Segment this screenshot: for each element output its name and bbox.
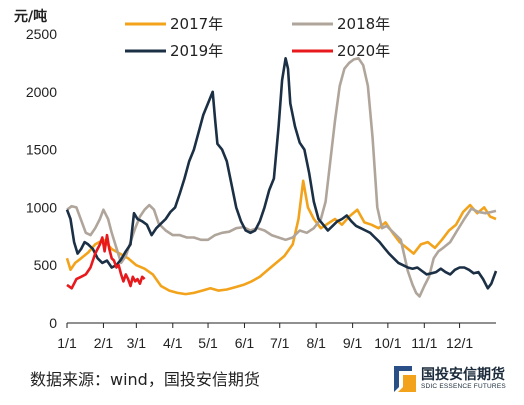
logo-name-cn: 国投安信期货 bbox=[421, 367, 505, 383]
x-tick-label: 11/1 bbox=[411, 335, 437, 351]
series-line-1 bbox=[65, 179, 497, 296]
series-line-3 bbox=[65, 56, 498, 290]
y-tick-label: 1500 bbox=[26, 142, 57, 158]
series-line-2 bbox=[66, 56, 497, 298]
series-lines bbox=[65, 56, 498, 298]
legend-label-2: 2018年 bbox=[337, 15, 390, 33]
y-unit-label: 元/吨 bbox=[14, 8, 47, 25]
x-tick-label: 8/1 bbox=[306, 335, 326, 351]
company-logo: 国投安信期货 SDIC ESSENCE FUTURES bbox=[394, 364, 516, 396]
source-note: 数据来源：wind，国投安信期货 bbox=[30, 370, 260, 389]
line-chart: 元/吨 0 500 1000 1500 2000 2500 1/1 2/1 3/1 4/1 5/1… bbox=[14, 8, 498, 351]
y-tick-label: 1000 bbox=[26, 199, 57, 215]
y-tick-label: 500 bbox=[34, 257, 58, 273]
x-tick-label: 4/1 bbox=[163, 335, 183, 351]
x-tick-label: 7/1 bbox=[270, 335, 290, 351]
y-tick-label: 2000 bbox=[26, 84, 57, 100]
x-tick-label: 12/1 bbox=[446, 335, 473, 351]
logo-mark-icon bbox=[394, 366, 416, 392]
x-tick-label: 9/1 bbox=[343, 335, 363, 351]
x-tick-label: 5/1 bbox=[198, 335, 218, 351]
x-tick-label: 6/1 bbox=[235, 335, 255, 351]
y-axis-ticks: 0 500 1000 1500 2000 2500 bbox=[26, 26, 57, 331]
x-tick-label: 3/1 bbox=[127, 335, 147, 351]
y-tick-label: 2500 bbox=[26, 26, 57, 42]
x-axis-ticks: 1/1 2/1 3/1 4/1 5/1 6/1 7/1 8/1 9/1 10/1 11/1 12/1 bbox=[57, 323, 473, 351]
legend-label-4: 2020年 bbox=[337, 42, 390, 60]
logo-name-en: SDIC ESSENCE FUTURES bbox=[421, 383, 506, 390]
series-line-4 bbox=[66, 233, 146, 290]
x-tick-label: 1/1 bbox=[57, 335, 77, 351]
y-tick-label: 0 bbox=[49, 315, 57, 331]
legend-label-3: 2019年 bbox=[170, 42, 223, 60]
legend: 2017年 2018年 2019年 2020年 bbox=[125, 15, 390, 60]
x-tick-label: 10/1 bbox=[374, 335, 401, 351]
legend-label-1: 2017年 bbox=[170, 15, 223, 33]
x-tick-label: 2/1 bbox=[94, 335, 114, 351]
